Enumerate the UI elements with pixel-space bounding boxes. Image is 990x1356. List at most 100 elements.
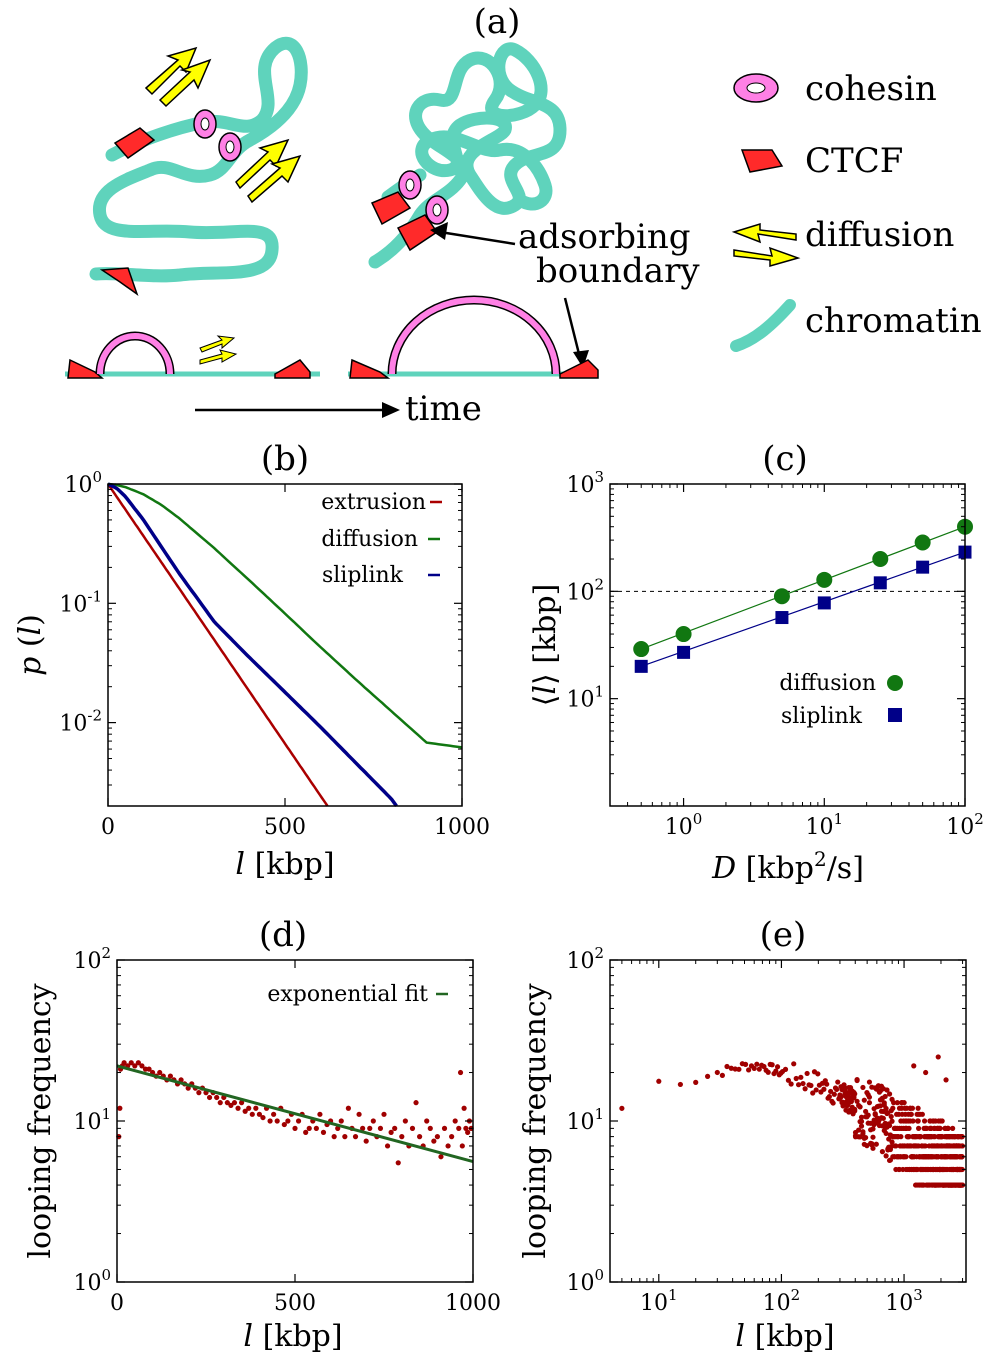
data-point bbox=[858, 1114, 865, 1120]
data-point bbox=[798, 1074, 804, 1080]
data-point bbox=[915, 1125, 922, 1131]
data-point bbox=[317, 1111, 323, 1117]
data-point bbox=[224, 1100, 230, 1106]
y-tick-label: 102 bbox=[73, 944, 111, 974]
data-point bbox=[431, 1138, 437, 1144]
data-point bbox=[838, 1094, 844, 1100]
data-point bbox=[891, 1100, 897, 1106]
data-point bbox=[919, 1111, 925, 1117]
data-point bbox=[785, 1077, 792, 1083]
data-point bbox=[945, 1125, 951, 1131]
data-point-diffusion bbox=[773, 588, 790, 605]
data-point bbox=[235, 1105, 241, 1111]
data-point bbox=[267, 1118, 273, 1124]
panel-c-xlabel: D [kbp2/s] bbox=[711, 847, 864, 886]
data-point bbox=[714, 1069, 720, 1076]
data-point bbox=[465, 1129, 471, 1135]
panel-b-legend: extrusion diffusion sliplink bbox=[321, 490, 442, 588]
data-point bbox=[910, 1118, 916, 1124]
data-point bbox=[922, 1143, 929, 1149]
data-point bbox=[656, 1078, 662, 1084]
data-point bbox=[457, 1069, 464, 1076]
schematic-legend: cohesin CTCF diffusion chromatin bbox=[730, 69, 982, 352]
x-tick-label: 0 bbox=[110, 1291, 124, 1316]
exponential-fit-line bbox=[116, 1064, 474, 1163]
data-point bbox=[858, 1118, 865, 1125]
data-point bbox=[782, 1066, 789, 1072]
data-point bbox=[242, 1108, 248, 1114]
chromatin-strand-left bbox=[89, 36, 308, 283]
data-point bbox=[345, 1105, 351, 1111]
x-tick-label: 101 bbox=[640, 1286, 678, 1316]
data-point bbox=[788, 1081, 794, 1087]
data-point-sliplink bbox=[677, 645, 691, 659]
data-point bbox=[303, 1129, 309, 1135]
data-point bbox=[815, 1071, 821, 1077]
data-point bbox=[228, 1102, 234, 1108]
data-point bbox=[861, 1097, 867, 1103]
y-tick-label: 102 bbox=[566, 944, 604, 974]
data-point bbox=[950, 1125, 956, 1131]
data-point bbox=[877, 1103, 884, 1109]
panel-d-xlabel: l [kbp] bbox=[243, 1319, 342, 1354]
data-point bbox=[808, 1082, 814, 1089]
data-point bbox=[239, 1100, 245, 1106]
data-point-sliplink bbox=[634, 659, 648, 673]
data-point bbox=[139, 1063, 145, 1069]
diffusion-arrow-icon bbox=[144, 46, 302, 204]
x-tick-label: 103 bbox=[885, 1286, 923, 1316]
data-point bbox=[274, 1118, 280, 1124]
data-point bbox=[377, 1125, 384, 1131]
data-point bbox=[167, 1073, 173, 1079]
data-point bbox=[765, 1069, 771, 1075]
data-point bbox=[810, 1090, 816, 1096]
data-point bbox=[146, 1066, 152, 1072]
data-point bbox=[769, 1062, 775, 1068]
data-point bbox=[381, 1111, 387, 1117]
data-point bbox=[342, 1134, 348, 1140]
data-point bbox=[935, 1054, 941, 1060]
panel-d-frame bbox=[116, 959, 474, 1283]
legend-c-sliplink-marker bbox=[888, 708, 902, 722]
panel-e-ylabel: looping frequency bbox=[518, 983, 553, 1258]
data-point bbox=[409, 1125, 416, 1131]
data-point bbox=[886, 1122, 893, 1129]
data-point bbox=[704, 1073, 711, 1079]
data-point-sliplink bbox=[916, 560, 930, 574]
data-point bbox=[438, 1154, 444, 1160]
x-tick-label: 500 bbox=[274, 1291, 316, 1316]
data-point bbox=[834, 1086, 840, 1093]
x-tick-label: 101 bbox=[806, 810, 844, 840]
data-point bbox=[873, 1141, 879, 1147]
data-point bbox=[857, 1104, 863, 1110]
panel-a-label: (a) bbox=[474, 2, 521, 42]
data-point bbox=[883, 1105, 889, 1112]
panel-a: (a) bbox=[65, 2, 982, 429]
data-point bbox=[196, 1090, 202, 1096]
time-label: time bbox=[405, 389, 482, 429]
data-point bbox=[292, 1125, 298, 1131]
data-point bbox=[746, 1067, 752, 1073]
data-point bbox=[128, 1060, 134, 1066]
data-point bbox=[246, 1105, 252, 1111]
data-point bbox=[356, 1111, 362, 1117]
data-point bbox=[693, 1079, 699, 1085]
legend-exponential-fit: exponential fit bbox=[267, 982, 428, 1007]
panel-b-marks bbox=[106, 482, 463, 808]
data-point bbox=[384, 1143, 391, 1149]
data-point bbox=[724, 1063, 730, 1070]
data-point bbox=[866, 1079, 873, 1085]
data-point bbox=[461, 1105, 467, 1111]
data-point-diffusion bbox=[914, 534, 931, 551]
data-point bbox=[866, 1100, 873, 1106]
data-point bbox=[915, 1118, 921, 1124]
data-point bbox=[852, 1108, 858, 1114]
data-point bbox=[886, 1136, 892, 1142]
panel-e-marks bbox=[619, 1054, 966, 1188]
panel-c-label: (c) bbox=[762, 439, 808, 479]
data-point bbox=[830, 1100, 836, 1106]
data-point bbox=[402, 1118, 408, 1124]
data-point bbox=[882, 1093, 888, 1100]
data-point bbox=[441, 1125, 448, 1131]
data-point bbox=[367, 1125, 373, 1131]
